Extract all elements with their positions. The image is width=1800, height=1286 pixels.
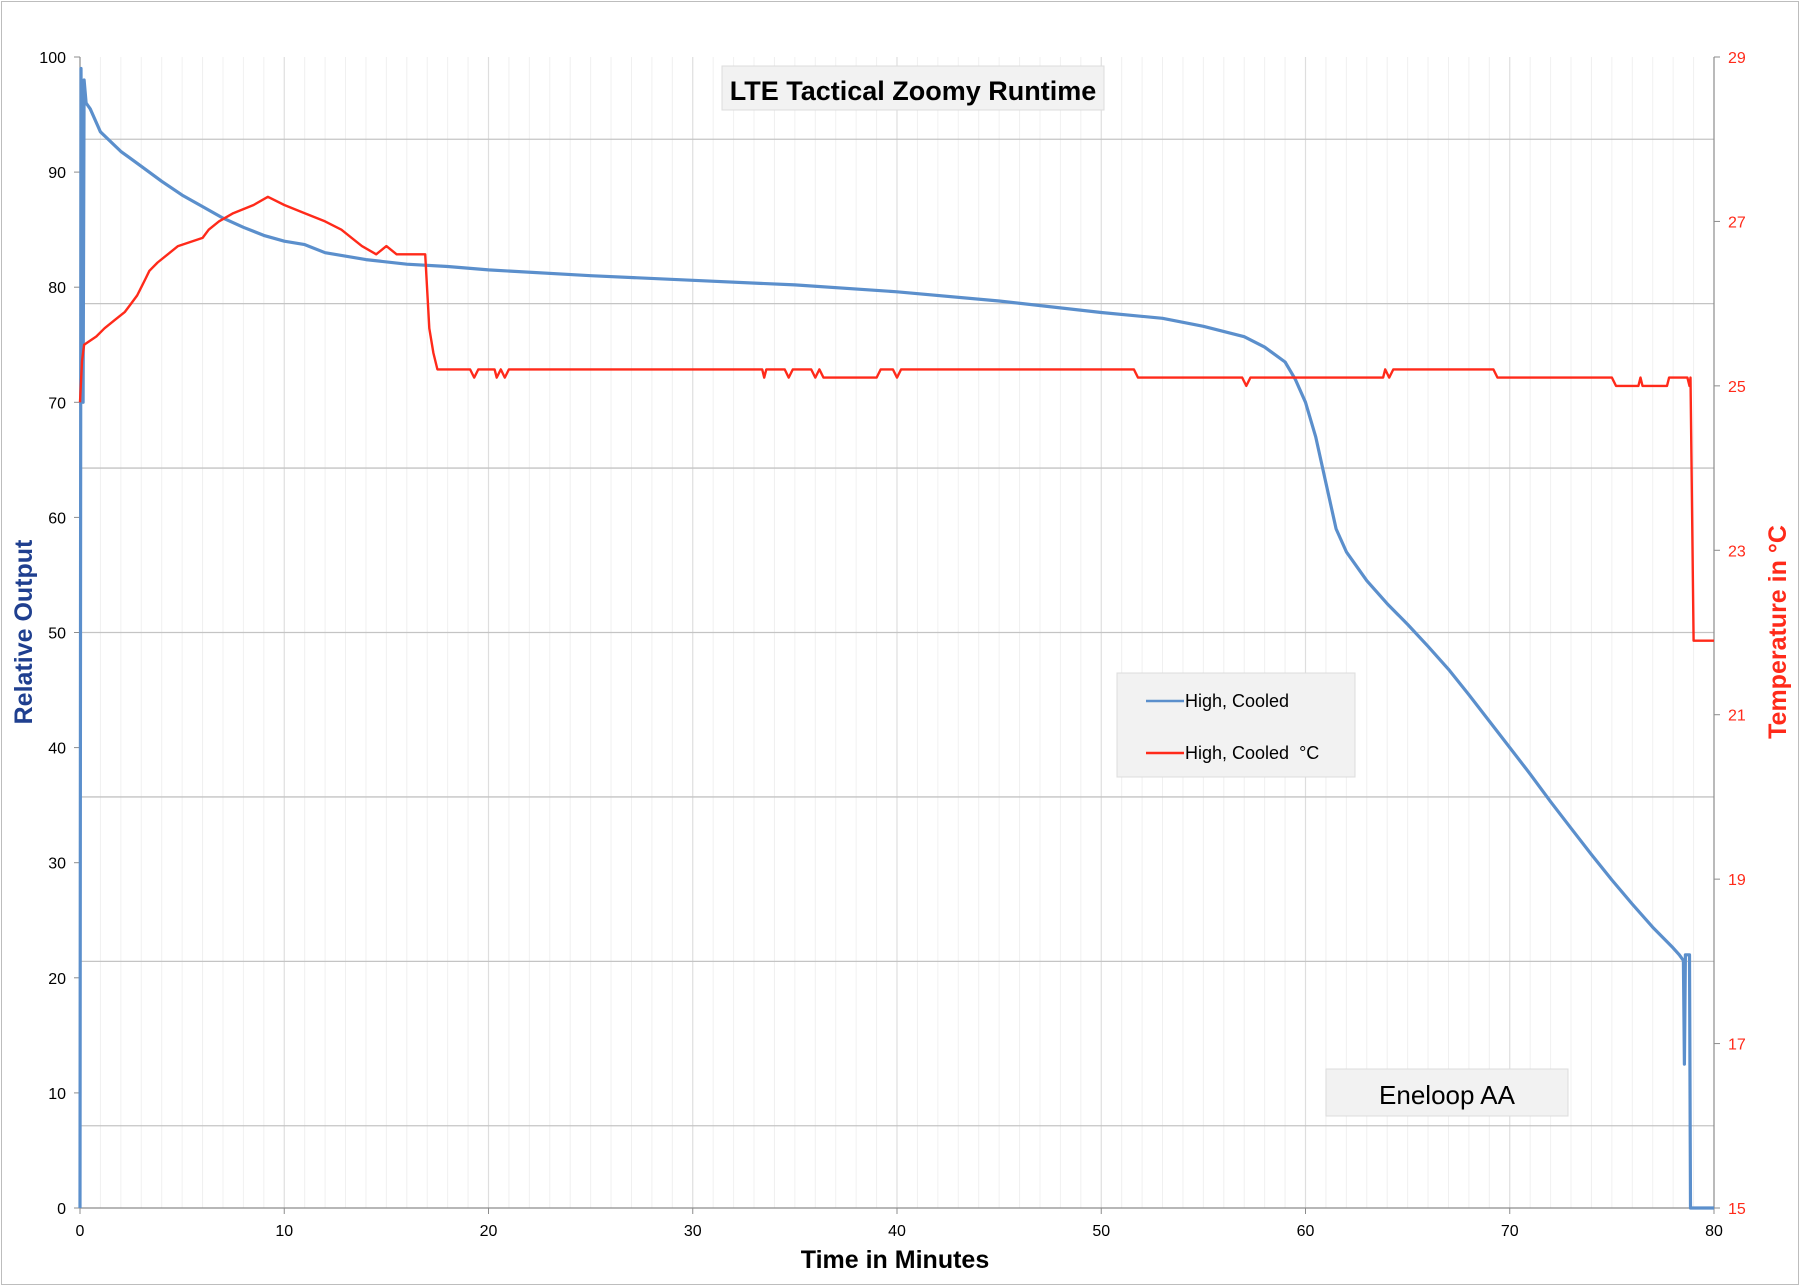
x-tick-label: 30	[684, 1223, 702, 1240]
x-tick-label: 10	[275, 1223, 293, 1240]
x-tick-label: 80	[1705, 1223, 1723, 1240]
y-tick-label: 60	[48, 510, 66, 527]
chart-title-background	[721, 65, 1105, 111]
y2-tick-label: 25	[1728, 379, 1746, 396]
output-series-line	[78, 66, 1714, 1210]
y-tick-label: 90	[48, 165, 66, 182]
y-tick-label: 100	[39, 50, 66, 67]
x-tick-label: 40	[888, 1223, 906, 1240]
grid	[79, 57, 1715, 1209]
y-tick-label: 80	[48, 280, 66, 297]
y2-tick-label: 27	[1728, 214, 1746, 231]
y-tick-label: 20	[48, 971, 66, 988]
y-tick-label: 40	[48, 741, 66, 758]
y2-tick-label: 29	[1728, 50, 1746, 67]
x-tick-label: 50	[1092, 1223, 1110, 1240]
y-tick-label: 50	[48, 626, 66, 643]
y2-tick-label: 23	[1728, 543, 1746, 560]
temperature-series-line	[78, 195, 1714, 642]
chart-title: LTE Tactical Zoomy Runtime	[730, 76, 1097, 106]
y-axis-title: Relative Output	[10, 539, 38, 724]
y-tick-label: 10	[48, 1086, 66, 1103]
series-lines	[78, 66, 1714, 1210]
y2-tick-label: 19	[1728, 872, 1746, 889]
legend-label-temperature: High, Cooled °C	[1185, 743, 1319, 763]
x-tick-label: 70	[1501, 1223, 1519, 1240]
y-tick-label: 70	[48, 395, 66, 412]
x-tick-label: 20	[480, 1223, 498, 1240]
legend-label-output: High, Cooled	[1185, 691, 1289, 711]
annotation-box: Eneloop AA	[1325, 1068, 1569, 1117]
x-tick-label: 60	[1297, 1223, 1315, 1240]
y-tick-label: 0	[57, 1201, 66, 1218]
y2-axis-title: Temperature in °C	[1764, 525, 1792, 739]
x-axis-title: Time in Minutes	[801, 1246, 989, 1274]
y2-tick-label: 15	[1728, 1201, 1746, 1218]
y-tick-label: 30	[48, 856, 66, 873]
annotation-label: Eneloop AA	[1379, 1080, 1516, 1110]
legend-background	[1116, 672, 1356, 778]
chart-title-box: LTE Tactical Zoomy Runtime	[721, 65, 1105, 111]
annotation-background	[1325, 1068, 1569, 1117]
y2-tick-label: 17	[1728, 1037, 1746, 1054]
axis-ticks: 0 10 20 30 40 50 60 70 80 90 100 15 17 19 21 23 25 27 29 0 1…	[39, 50, 1746, 1240]
y2-tick-label: 21	[1728, 708, 1746, 725]
x-tick-label: 0	[76, 1223, 85, 1240]
legend: High, Cooled High, Cooled °C	[1116, 672, 1356, 778]
